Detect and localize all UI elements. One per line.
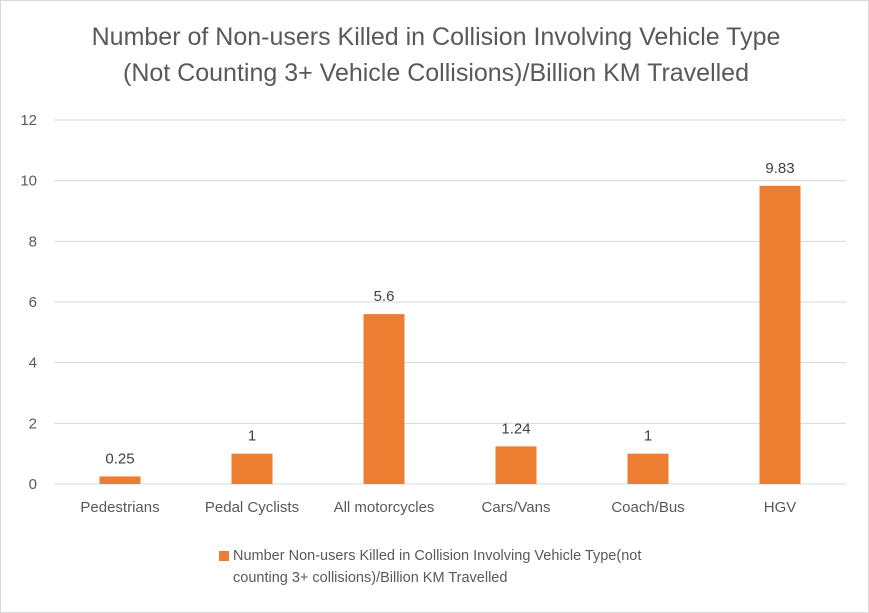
legend-label: Number Non-users Killed in Collision Inv… (233, 548, 642, 586)
bar (363, 314, 405, 484)
y-tick-label: 2 (29, 415, 37, 432)
bar (231, 453, 273, 484)
y-tick-label: 12 (20, 112, 37, 129)
x-axis-ticks: Pedestrians Pedal Cyclists All motorcycles… (80, 499, 796, 516)
data-label: 5.6 (374, 288, 395, 305)
bar (495, 446, 537, 484)
x-tick-label: Pedestrians (80, 499, 159, 516)
y-tick-label: 0 (29, 476, 37, 493)
data-label: 9.83 (765, 160, 794, 177)
data-label: 1 (248, 428, 256, 445)
data-label: 0.25 (105, 450, 134, 467)
x-tick-label: Coach/Bus (611, 499, 684, 516)
y-axis-ticks: 0 2 4 6 8 10 12 (20, 112, 37, 493)
bar (627, 453, 669, 484)
x-tick-label: Pedal Cyclists (205, 499, 299, 516)
chart-title: Number of Non-users Killed in Collision … (91, 23, 781, 87)
y-tick-label: 8 (29, 233, 37, 250)
bar (99, 476, 141, 484)
x-tick-label: HGV (764, 499, 797, 516)
y-tick-label: 10 (20, 173, 37, 190)
data-labels: 0.25 1 5.6 1.24 1 9.83 (105, 160, 794, 468)
bars (99, 185, 801, 484)
x-tick-label: Cars/Vans (482, 499, 551, 516)
data-label: 1 (644, 428, 652, 445)
y-tick-label: 4 (29, 355, 37, 372)
gridlines (54, 119, 846, 485)
legend-swatch (219, 551, 229, 561)
data-label: 1.24 (501, 420, 530, 437)
x-tick-label: All motorcycles (334, 499, 435, 516)
bar (759, 185, 801, 484)
y-tick-label: 6 (29, 294, 37, 311)
